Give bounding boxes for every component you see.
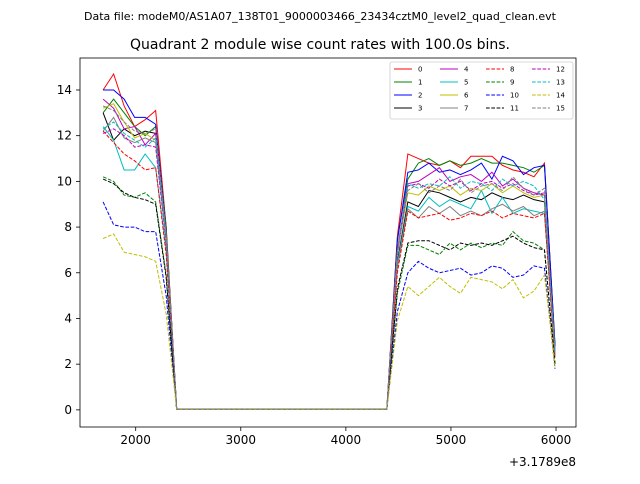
y-tick-label: 2 <box>64 357 72 371</box>
legend-label-5: 5 <box>464 79 468 87</box>
x-tick-label: 3000 <box>226 433 257 447</box>
legend-label-4: 4 <box>464 66 469 74</box>
axes-frame <box>79 57 577 428</box>
y-tick-label: 12 <box>57 129 72 143</box>
y-tick-label: 6 <box>64 266 72 280</box>
x-tick-label: 6000 <box>541 433 572 447</box>
y-tick-label: 10 <box>57 174 72 188</box>
legend-label-14: 14 <box>556 92 565 100</box>
plot-area <box>80 58 576 427</box>
series-line-14 <box>102 233 556 410</box>
legend-label-7: 7 <box>464 105 468 113</box>
legend-label-3: 3 <box>418 105 422 113</box>
legend-frame <box>389 61 574 120</box>
legend-label-10: 10 <box>510 92 519 100</box>
legend-label-15: 15 <box>556 105 565 113</box>
y-tick-label: 0 <box>64 403 72 417</box>
legend-label-11: 11 <box>510 105 519 113</box>
legend-label-2: 2 <box>418 92 422 100</box>
legend-label-0: 0 <box>418 66 422 74</box>
y-tick-label: 8 <box>64 220 72 234</box>
x-tick-label: 5000 <box>436 433 467 447</box>
x-axis-offset-label: +3.1789e8 <box>509 455 576 469</box>
y-tick-label: 14 <box>57 83 72 97</box>
legend-label-9: 9 <box>510 79 514 87</box>
x-tick-label: 4000 <box>331 433 362 447</box>
legend-label-13: 13 <box>556 79 565 87</box>
figure-suptitle: Data file: modeM0/AS1A07_138T01_90000034… <box>84 10 557 23</box>
legend-label-12: 12 <box>556 66 565 74</box>
legend-label-8: 8 <box>510 66 514 74</box>
legend-label-6: 6 <box>464 92 469 100</box>
y-axis: 0 2 4 6 8 10 12 14 <box>57 83 80 417</box>
x-tick-label: 2000 <box>120 433 151 447</box>
chart-title: Quadrant 2 module wise count rates with … <box>130 37 510 53</box>
y-tick-label: 4 <box>64 311 72 325</box>
series-line-15 <box>102 105 556 410</box>
legend-label-1: 1 <box>418 79 422 87</box>
series-layer <box>102 72 556 410</box>
x-axis: 2000 3000 4000 5000 6000 <box>120 427 571 447</box>
